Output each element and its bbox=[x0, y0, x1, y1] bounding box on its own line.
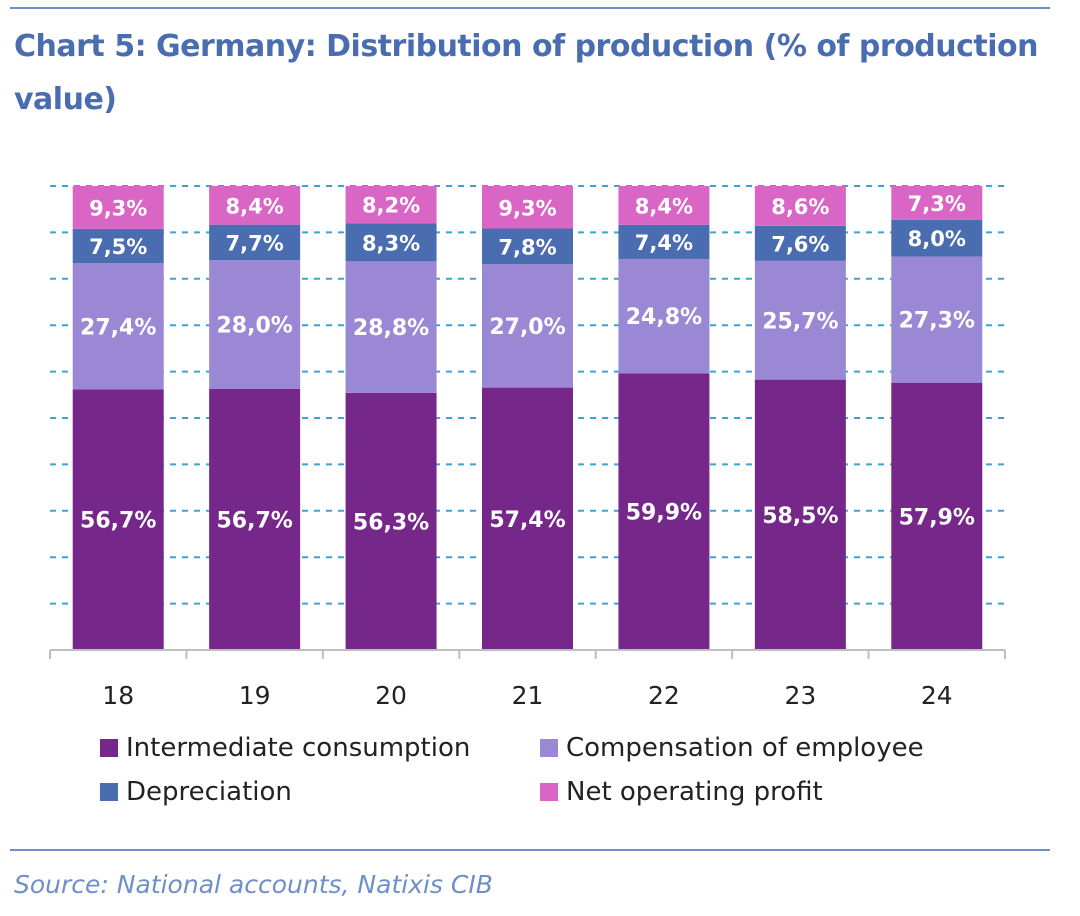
x-tick-label: 24 bbox=[921, 681, 953, 710]
legend-swatch-compensation-of-employee bbox=[540, 739, 558, 757]
data-label: 56,7% bbox=[216, 509, 292, 534]
bar-segment bbox=[618, 186, 710, 225]
data-label: 7,4% bbox=[635, 231, 693, 255]
bar-segment bbox=[72, 228, 164, 264]
data-label: 25,7% bbox=[762, 309, 838, 334]
legend-swatch-intermediate-consumption bbox=[100, 739, 118, 757]
bar-segment bbox=[345, 223, 437, 262]
data-label: 24,8% bbox=[626, 305, 702, 330]
chart-title: Chart 5: Germany: Distribution of produc… bbox=[14, 29, 1039, 117]
data-label: 56,3% bbox=[353, 510, 429, 535]
legend-item-depreciation: Depreciation bbox=[100, 772, 292, 812]
bar-segment bbox=[482, 264, 573, 388]
x-tick-label: 20 bbox=[375, 681, 407, 710]
legend-item-net-operating-profit: Net operating profit bbox=[540, 772, 823, 812]
bar-segment bbox=[618, 373, 710, 650]
bar-segment bbox=[345, 261, 437, 393]
bar-segment bbox=[891, 256, 983, 383]
data-label: 56,7% bbox=[80, 509, 156, 534]
data-label: 8,6% bbox=[771, 195, 829, 219]
x-tick-label: 19 bbox=[239, 681, 271, 710]
bar-segment bbox=[209, 260, 301, 389]
legend-item-compensation-of-employee: Compensation of employee bbox=[540, 728, 924, 768]
x-tick-label: 21 bbox=[512, 681, 544, 710]
bar-segment bbox=[209, 224, 301, 261]
x-tick-label: 18 bbox=[102, 681, 134, 710]
data-label: 7,3% bbox=[908, 192, 966, 216]
bar-segment bbox=[754, 379, 846, 650]
bar-segment bbox=[345, 186, 437, 224]
bar-segment bbox=[72, 263, 164, 390]
stacked-bar-chart: 56,7% 27,4% 7,5% 9,3% 18 56,7% 28,0% 7,7% 8,4% 19… bbox=[49, 185, 1006, 710]
data-label: 27,0% bbox=[489, 315, 565, 340]
data-label: 9,3% bbox=[89, 196, 147, 220]
data-label: 57,4% bbox=[489, 508, 565, 533]
data-label: 27,3% bbox=[899, 309, 975, 334]
bar-segment bbox=[754, 260, 846, 380]
data-label: 9,3% bbox=[498, 196, 556, 220]
data-label: 58,5% bbox=[762, 504, 838, 529]
data-label: 8,4% bbox=[635, 194, 693, 218]
bar-segment bbox=[209, 389, 301, 650]
bar-segment bbox=[209, 186, 301, 225]
bar-segment bbox=[891, 382, 983, 650]
legend-item-intermediate-consumption: Intermediate consumption bbox=[100, 728, 470, 768]
data-label: 27,4% bbox=[80, 315, 156, 340]
top-rule bbox=[10, 7, 1050, 9]
bottom-rule bbox=[10, 849, 1050, 851]
legend-label-depreciation: Depreciation bbox=[126, 777, 292, 807]
bar-segment bbox=[754, 186, 846, 226]
bar-segment bbox=[891, 186, 983, 220]
data-label: 7,5% bbox=[89, 235, 147, 259]
legend-label-intermediate-consumption: Intermediate consumption bbox=[126, 733, 471, 763]
data-label: 57,9% bbox=[899, 505, 975, 530]
bar-segment bbox=[754, 225, 846, 261]
bar-segment bbox=[345, 392, 437, 650]
bar-segment bbox=[482, 228, 573, 265]
x-tick-label: 23 bbox=[784, 681, 816, 710]
bar-segment bbox=[618, 258, 710, 374]
data-label: 7,7% bbox=[226, 231, 284, 255]
bar-segment bbox=[482, 186, 573, 229]
data-label: 8,2% bbox=[362, 194, 420, 218]
bar-segment bbox=[482, 387, 573, 650]
data-label: 59,9% bbox=[626, 501, 702, 526]
bar-segment bbox=[618, 224, 710, 259]
legend-swatch-net-operating-profit bbox=[540, 783, 558, 801]
source-note: Source: National accounts, Natixis CIB bbox=[14, 870, 493, 899]
data-label: 8,3% bbox=[362, 231, 420, 255]
bar-segment bbox=[891, 219, 983, 257]
bar-segment bbox=[72, 389, 164, 650]
x-tick-label: 22 bbox=[648, 681, 680, 710]
data-label: 8,4% bbox=[226, 194, 284, 218]
legend-label-net-operating-profit: Net operating profit bbox=[566, 777, 823, 807]
data-label: 28,0% bbox=[216, 314, 292, 339]
data-label: 7,6% bbox=[771, 232, 829, 256]
data-label: 8,0% bbox=[908, 227, 966, 251]
data-label: 28,8% bbox=[353, 316, 429, 341]
legend-label-compensation-of-employee: Compensation of employee bbox=[566, 733, 924, 763]
bar-segment bbox=[72, 186, 164, 229]
data-label: 7,8% bbox=[498, 235, 556, 259]
legend-swatch-depreciation bbox=[100, 783, 118, 801]
